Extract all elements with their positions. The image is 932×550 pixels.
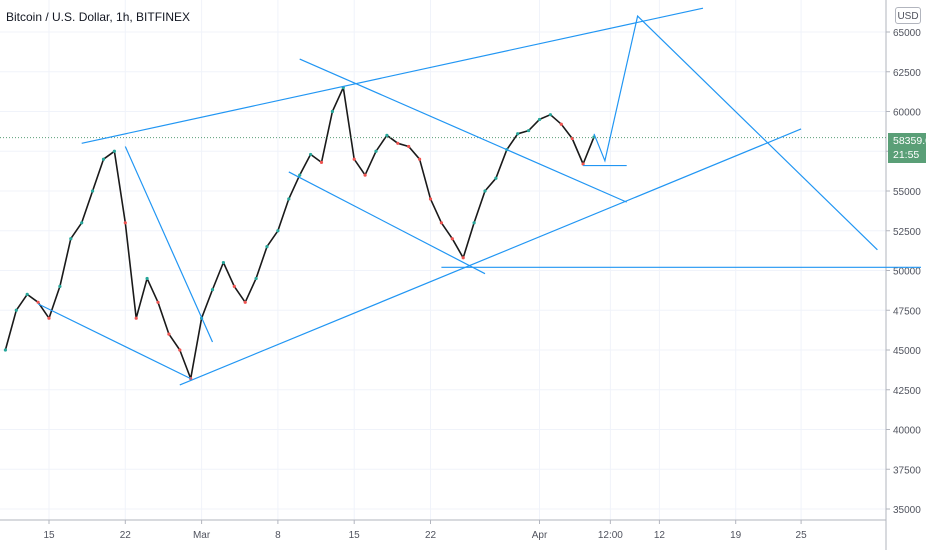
y-tick-label-5: 47500 [893,306,921,317]
price-point-10 [112,149,116,153]
x-tick-label-10: 25 [796,530,808,541]
price-point-45 [494,176,498,180]
price-point-35 [385,133,389,137]
lower-channel-line [179,128,802,386]
x-tick-label-7: 12:00 [598,530,623,541]
y-tick-label-7: 52500 [893,227,921,238]
price-point-21 [232,284,236,288]
price-point-40 [439,221,443,225]
y-tick-label-4: 45000 [893,346,921,357]
price-point-5 [58,284,62,288]
price-point-43 [472,221,476,225]
price-point-30 [330,109,334,114]
y-tick-label-3: 42500 [893,386,921,397]
price-point-28 [309,152,313,157]
price-point-32 [352,157,356,161]
price-point-41 [450,237,454,241]
price-point-6 [69,237,73,241]
price-point-25 [276,229,280,233]
price-point-0 [3,348,7,352]
price-point-7 [80,221,84,225]
price-point-1 [14,308,18,312]
projection-path [593,14,878,251]
y-tick-label-12: 65000 [893,28,921,39]
x-tick-label-4: 15 [349,530,361,541]
x-tick-label-8: 12 [654,530,666,541]
x-tick-label-6: Apr [532,530,548,541]
price-point-14 [156,300,160,304]
price-point-11 [123,221,127,225]
x-tick-label-1: 22 [120,530,132,541]
last-price-value: 58359.0 [893,135,931,147]
price-point-38 [418,157,422,161]
x-tick-label-3: 8 [275,530,281,541]
price-point-27 [298,173,302,177]
price-point-26 [287,197,291,201]
y-tick-label-0: 35000 [893,505,921,516]
descending-trend-line-1 [37,303,191,380]
price-point-51 [559,122,563,126]
price-point-50 [548,113,553,117]
price-point-47 [516,132,520,136]
price-point-42 [461,256,465,260]
descending-trend-line-3 [288,171,486,275]
price-point-34 [374,149,378,153]
price-point-36 [396,141,400,145]
price-point-12 [134,316,138,320]
price-point-9 [101,157,106,161]
price-point-2 [25,292,29,296]
x-tick-label-2: Mar [193,530,211,541]
price-point-20 [221,260,225,265]
price-point-15 [167,332,171,336]
x-tick-label-9: 19 [730,530,742,541]
price-point-29 [319,160,324,164]
y-tick-label-2: 40000 [893,426,921,437]
y-tick-label-10: 60000 [893,108,921,119]
y-tick-label-8: 55000 [893,187,921,198]
price-point-39 [428,197,433,201]
price-point-4 [47,316,51,320]
last-price-tag: 58359.0 21:55 [888,133,931,163]
y-tick-label-6: 50000 [893,267,921,278]
price-point-48 [527,128,531,133]
price-point-49 [537,117,542,122]
price-point-8 [91,189,95,193]
price-point-33 [363,173,367,177]
x-tick-label-5: 22 [425,530,437,541]
price-point-13 [145,276,149,281]
price-point-24 [265,245,269,249]
price-point-3 [36,300,40,304]
price-point-44 [483,189,487,193]
price-point-19 [210,287,215,292]
upper-channel-line [81,7,704,144]
y-tick-label-1: 37500 [893,465,921,476]
price-point-53 [581,162,585,166]
last-price-countdown: 21:55 [893,149,920,161]
descending-trend-line-2 [124,146,214,343]
chart-title: Bitcoin / U.S. Dollar, 1h, BITFINEX [6,10,191,24]
price-point-23 [254,276,258,281]
currency-badge[interactable]: USD [895,7,921,24]
descending-trend-line-4 [299,58,627,203]
price-point-22 [243,300,247,304]
price-point-16 [178,348,182,352]
price-point-37 [407,144,411,149]
y-tick-label-11: 62500 [893,68,921,79]
x-tick-label-0: 15 [43,530,55,541]
